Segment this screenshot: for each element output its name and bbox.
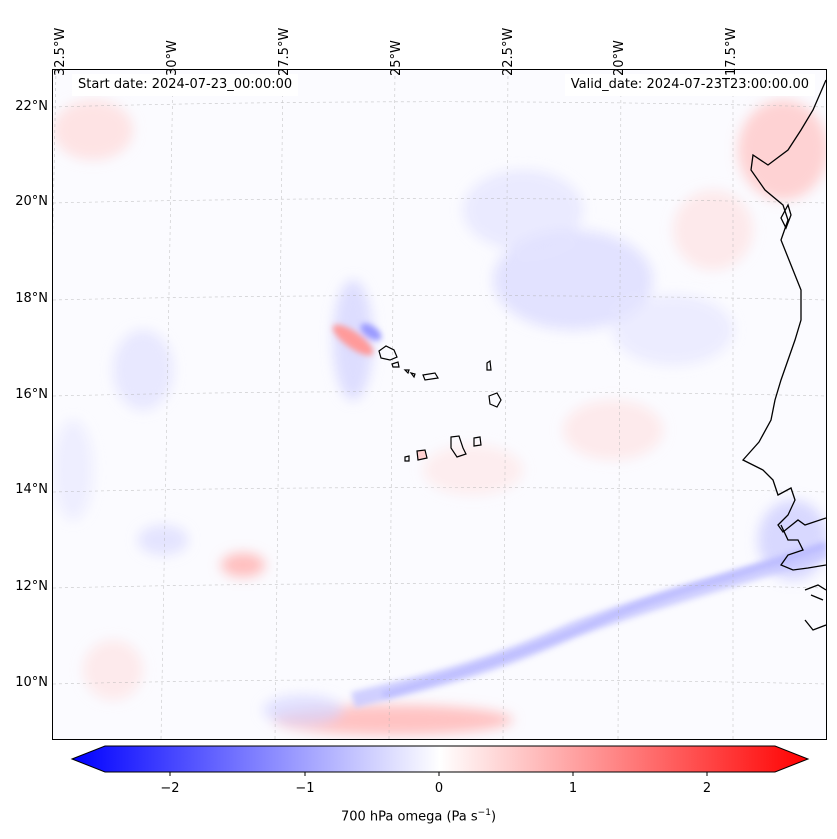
lon-tick-label: 25°W [389, 40, 404, 76]
colorbar-label: 700 hPa omega (Pa s−1) [340, 808, 497, 825]
lon-tick-label: 30°W [165, 40, 180, 76]
lat-tick-label: 10°N [15, 675, 48, 690]
start-date-label: Start date: 2024-07-23_00:00:00 [72, 74, 299, 96]
colorbar-tick: 1 [568, 781, 578, 796]
gridlines [53, 70, 826, 739]
omega-map [53, 70, 826, 739]
lon-tick-label: 32.5°W [53, 27, 68, 76]
island-dipole [332, 323, 382, 356]
lon-tick-label: 27.5°W [277, 27, 292, 76]
lat-tick-label: 18°N [15, 291, 48, 306]
colorbar-tick: 0 [434, 781, 444, 796]
colorbar [70, 745, 810, 776]
colorbar-tick: 2 [702, 781, 712, 796]
colorbar-tick: −2 [160, 781, 180, 796]
lat-tick-label: 12°N [15, 579, 48, 594]
colorbar-tick: −1 [295, 781, 315, 796]
coastline [741, 79, 826, 631]
lat-tick-label: 14°N [15, 482, 48, 497]
lat-tick-label: 16°N [15, 387, 48, 402]
cape-verde-islands [378, 345, 502, 462]
valid-date-label: Valid_date: 2024-07-23T23:00:00.00 [564, 74, 815, 96]
lat-tick-label: 20°N [15, 194, 48, 209]
lon-tick-label: 22.5°W [501, 27, 516, 76]
lat-tick-label: 22°N [15, 99, 48, 114]
map-panel [52, 69, 827, 740]
lon-tick-label: 20°W [612, 40, 627, 76]
lon-tick-label: 17.5°W [724, 27, 739, 76]
omega-field [53, 100, 826, 735]
